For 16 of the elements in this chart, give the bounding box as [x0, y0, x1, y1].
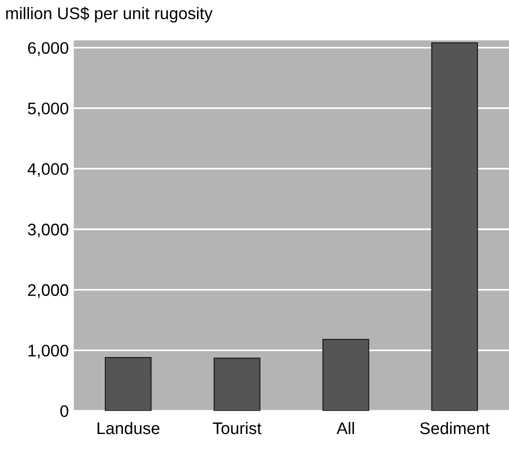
x-tick-label: Landuse	[98, 422, 160, 434]
y-tick-label: 3,000	[28, 224, 68, 238]
bar	[214, 358, 260, 411]
y-tick-label: 2,000	[28, 284, 68, 298]
x-tick-label: Sediment	[420, 422, 490, 434]
y-tick-label: 1,000	[28, 344, 68, 358]
y-tick-label: 4,000	[28, 163, 68, 177]
bar	[322, 338, 370, 411]
bar	[104, 357, 152, 411]
x-tick-label: Tourist	[212, 422, 262, 434]
y-tick-label: 6,000	[28, 42, 68, 56]
x-tick-label: All	[336, 422, 354, 434]
y-tick-label: 0	[60, 405, 68, 418]
y-tick-label: 5,000	[28, 102, 68, 116]
y-axis-title: million US$ per unit rugosity	[6, 6, 213, 23]
bar	[431, 42, 478, 411]
